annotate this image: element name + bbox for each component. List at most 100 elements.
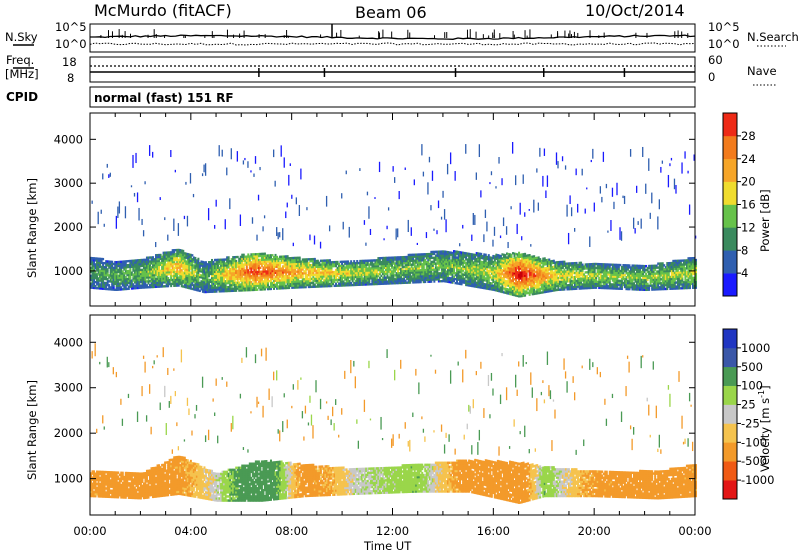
power-cell (220, 288, 223, 291)
power-cell (217, 276, 220, 279)
power-cell (232, 287, 235, 291)
power-cell (269, 260, 272, 263)
power-cell (530, 269, 533, 272)
power-cell (480, 190, 482, 198)
power-cell (251, 282, 254, 286)
power-cell (363, 271, 366, 274)
power-cell (260, 274, 263, 277)
power-cell (165, 275, 168, 278)
power-cell (511, 142, 514, 154)
power-cell (211, 288, 214, 291)
power-cell (543, 261, 546, 264)
power-cell (335, 274, 338, 278)
power-cell (153, 269, 156, 273)
power-cell (93, 278, 96, 282)
power-cell (347, 274, 350, 277)
power-cell (195, 273, 198, 276)
power-cell (474, 255, 477, 259)
power-cell (265, 280, 268, 283)
power-cell (204, 288, 207, 292)
power-cell (94, 277, 97, 280)
power-cell (424, 276, 427, 280)
power-cell (545, 268, 548, 272)
power-cell (324, 277, 327, 280)
power-cell (203, 290, 206, 294)
power-cell (558, 268, 561, 272)
power-cell (495, 285, 498, 288)
power-cell (389, 272, 392, 275)
power-cell (145, 268, 148, 271)
power-cell (507, 292, 510, 295)
power-cell (153, 275, 156, 279)
power-cell (477, 252, 480, 255)
power-cell (400, 281, 403, 285)
power-cell (365, 267, 368, 270)
power-cell (263, 278, 266, 281)
power-cell (377, 264, 380, 268)
power-cell (440, 258, 443, 261)
power-cell (536, 286, 539, 289)
power-cell (245, 257, 248, 260)
power-cell (453, 275, 456, 279)
power-cell (387, 264, 390, 267)
power-cell (505, 262, 508, 265)
power-cell (198, 289, 201, 293)
power-cell (433, 270, 436, 273)
power-cell (191, 281, 194, 285)
power-cell (136, 284, 139, 288)
power-cell (282, 285, 285, 288)
power-cell (496, 271, 499, 275)
power-cell (454, 250, 457, 253)
power-cell (539, 267, 542, 271)
power-cell (285, 267, 288, 270)
power-cell (197, 267, 200, 270)
power-cell (153, 283, 156, 287)
power-cell (525, 282, 528, 285)
power-cell (410, 227, 412, 236)
power-cell (425, 268, 428, 272)
power-cell (384, 268, 387, 271)
power-cell (214, 280, 217, 283)
power-cell (197, 257, 200, 261)
power-cell (360, 275, 363, 278)
power-cell (263, 274, 266, 277)
power-cell (321, 283, 324, 286)
power-cell (279, 232, 281, 238)
power-cell (133, 269, 136, 272)
power-cell (170, 265, 173, 268)
power-cell (142, 260, 145, 264)
power-cell (395, 272, 398, 275)
power-cell (115, 266, 118, 270)
power-cell (286, 280, 289, 284)
power-cell (158, 267, 161, 271)
power-cell (427, 262, 430, 266)
power-cell (145, 276, 148, 279)
power-cell (257, 282, 260, 285)
power-cell (168, 273, 171, 276)
power-cell (325, 261, 328, 264)
power-cell (468, 278, 471, 281)
power-cell (185, 274, 188, 277)
power-cell (106, 260, 109, 263)
power-cell (93, 280, 96, 284)
power-cell (150, 274, 153, 277)
power-cell (167, 269, 170, 272)
power-cell (510, 271, 513, 274)
power-cell (552, 267, 555, 270)
power-cell (189, 265, 192, 268)
power-cell (229, 275, 232, 279)
power-cell (347, 268, 350, 271)
power-cell (319, 241, 322, 249)
power-cell (242, 281, 245, 284)
power-cell (395, 262, 398, 265)
power-cell (515, 175, 517, 186)
power-cell (522, 262, 525, 266)
power-cell (303, 258, 306, 261)
power-cell (319, 267, 322, 270)
power-cell (371, 275, 374, 278)
power-cell (310, 258, 313, 261)
power-cell (242, 265, 245, 268)
power-cell (300, 260, 303, 263)
power-cell (108, 274, 111, 277)
power-cell (220, 284, 223, 287)
